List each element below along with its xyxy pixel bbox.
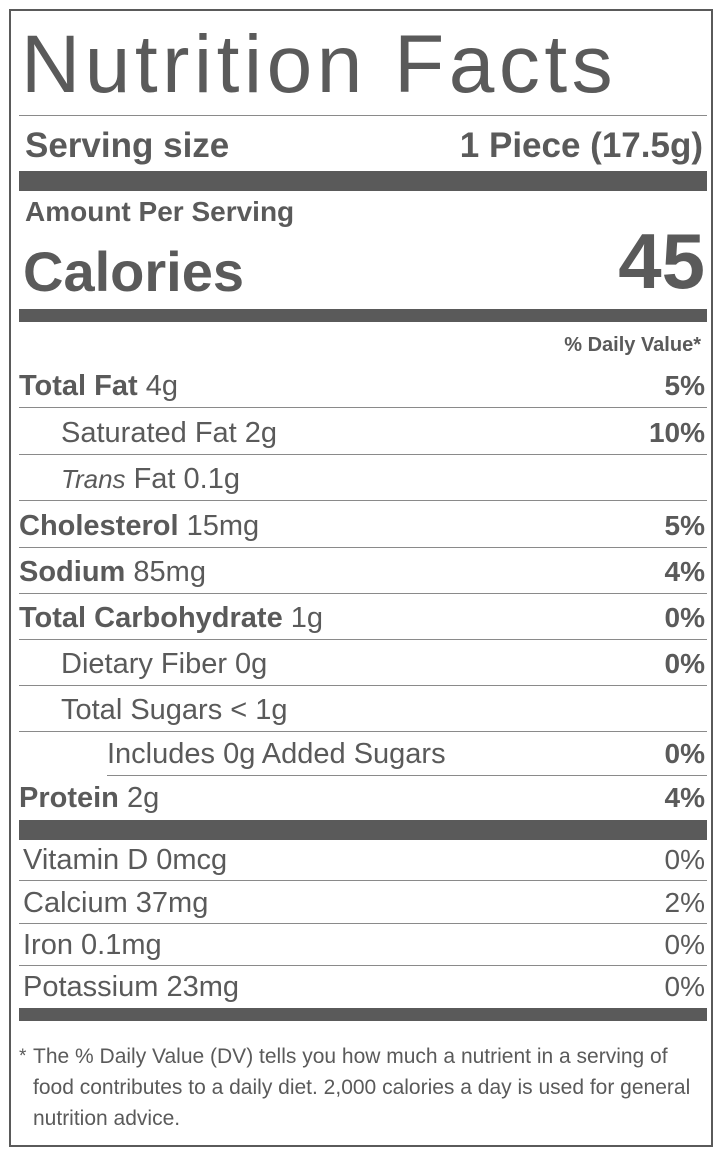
vitamin-row: Calcium 37mg 2% bbox=[19, 882, 707, 924]
row-divider bbox=[19, 685, 707, 686]
nutrient-bold-name: Total Carbohydrate bbox=[19, 602, 283, 634]
nutrient-amount: Total Sugars < 1g bbox=[61, 694, 288, 726]
nutrient-row: Total Sugars < 1g bbox=[19, 688, 707, 732]
nutrient-daily-value: 0% bbox=[664, 738, 705, 769]
row-divider bbox=[107, 775, 707, 776]
nutrient-amount: 85mg bbox=[125, 556, 206, 588]
nutrient-bold-name: Protein bbox=[19, 782, 119, 814]
thick-divider-calories bbox=[19, 309, 707, 322]
nutrient-name: Cholesterol 15mg bbox=[19, 504, 259, 548]
label-title: Nutrition Facts bbox=[21, 19, 618, 110]
thick-divider-bottom bbox=[19, 1008, 707, 1021]
nutrient-amount: Includes 0g Added Sugars bbox=[107, 738, 446, 770]
row-divider bbox=[19, 593, 707, 594]
nutrient-name: Saturated Fat 2g bbox=[61, 411, 277, 455]
nutrient-amount: 15mg bbox=[178, 510, 260, 542]
nutrient-row: Includes 0g Added Sugars 0% bbox=[19, 732, 707, 776]
nutrient-bold-name: Total Fat bbox=[19, 370, 138, 402]
nutrient-name: Includes 0g Added Sugars bbox=[107, 732, 446, 776]
vitamin-name: Iron 0.1mg bbox=[23, 929, 162, 961]
row-divider bbox=[19, 639, 707, 640]
vitamin-daily-value: 0% bbox=[664, 844, 705, 875]
vitamin-name: Vitamin D 0mcg bbox=[23, 844, 228, 876]
vitamin-daily-value: 0% bbox=[664, 971, 705, 1002]
nutrient-row: Protein 2g 4% bbox=[19, 776, 707, 820]
row-divider bbox=[19, 407, 707, 408]
row-divider bbox=[19, 500, 707, 501]
nutrient-daily-value: 5% bbox=[664, 370, 705, 401]
nutrient-bold-name: Cholesterol bbox=[19, 510, 179, 542]
vitamin-name: Calcium 37mg bbox=[23, 887, 209, 919]
row-divider bbox=[19, 454, 707, 455]
nutrient-row: Trans Fat 0.1g bbox=[19, 457, 707, 501]
nutrient-row: Saturated Fat 2g 10% bbox=[19, 411, 707, 455]
nutrient-daily-value: 10% bbox=[648, 417, 705, 448]
nutrient-row: Total Carbohydrate 1g 0% bbox=[19, 596, 707, 640]
daily-value-header: % Daily Value* bbox=[564, 334, 701, 356]
footnote: * The % Daily Value (DV) tells you how m… bbox=[19, 1041, 699, 1134]
nutrient-name: Dietary Fiber 0g bbox=[61, 642, 267, 686]
nutrient-name: Total Sugars < 1g bbox=[61, 688, 288, 732]
nutrient-amount: 1g bbox=[282, 602, 324, 634]
nutrient-name: Protein 2g bbox=[19, 776, 159, 820]
nutrient-italic-name: Trans bbox=[61, 464, 126, 494]
footnote-text: The % Daily Value (DV) tells you how muc… bbox=[33, 1045, 691, 1130]
amount-per-serving: Amount Per Serving bbox=[25, 196, 295, 227]
thick-divider-vitamins bbox=[19, 820, 707, 840]
nutrient-row: Sodium 85mg 4% bbox=[19, 550, 707, 594]
nutrient-daily-value: 0% bbox=[664, 602, 705, 633]
nutrient-row: Dietary Fiber 0g 0% bbox=[19, 642, 707, 686]
nutrient-name: Total Carbohydrate 1g bbox=[19, 596, 323, 640]
nutrient-daily-value: 5% bbox=[664, 510, 705, 541]
nutrient-bold-name: Sodium bbox=[19, 556, 126, 588]
serving-size-value: 1 Piece (17.5g) bbox=[459, 126, 703, 165]
vitamin-row: Vitamin D 0mcg 0% bbox=[19, 839, 707, 881]
thick-divider-top bbox=[19, 171, 707, 191]
nutrient-amount: Saturated Fat 2g bbox=[61, 417, 278, 449]
title-divider bbox=[19, 115, 707, 116]
nutrient-amount: 2g bbox=[118, 782, 160, 814]
row-divider bbox=[19, 923, 707, 924]
nutrient-name: Trans Fat 0.1g bbox=[61, 457, 240, 501]
calories-label: Calories bbox=[23, 240, 244, 303]
nutrient-row: Cholesterol 15mg 5% bbox=[19, 504, 707, 548]
vitamin-row: Potassium 23mg 0% bbox=[19, 966, 707, 1008]
footnote-asterisk: * bbox=[19, 1046, 27, 1067]
nutrient-amount: Dietary Fiber 0g bbox=[61, 648, 268, 680]
nutrient-daily-value: 4% bbox=[664, 556, 705, 587]
vitamin-daily-value: 0% bbox=[664, 929, 705, 960]
calories-value: 45 bbox=[618, 217, 705, 305]
row-divider bbox=[19, 547, 707, 548]
nutrient-amount: 4g bbox=[137, 370, 179, 402]
nutrient-row: Total Fat 4g 5% bbox=[19, 364, 707, 408]
nutrient-name: Total Fat 4g bbox=[19, 364, 178, 408]
row-divider bbox=[19, 731, 707, 732]
nutrient-amount: Fat 0.1g bbox=[125, 463, 240, 495]
nutrition-facts-label: Nutrition Facts Serving size 1 Piece (17… bbox=[9, 9, 713, 1147]
vitamin-row: Iron 0.1mg 0% bbox=[19, 924, 707, 966]
row-divider bbox=[19, 965, 707, 966]
nutrient-daily-value: 0% bbox=[664, 648, 705, 679]
nutrient-daily-value: 4% bbox=[664, 782, 705, 813]
row-divider bbox=[19, 880, 707, 881]
vitamin-daily-value: 2% bbox=[664, 887, 705, 918]
nutrient-name: Sodium 85mg bbox=[19, 550, 206, 594]
serving-size-label: Serving size bbox=[25, 126, 230, 165]
vitamin-name: Potassium 23mg bbox=[23, 971, 239, 1003]
